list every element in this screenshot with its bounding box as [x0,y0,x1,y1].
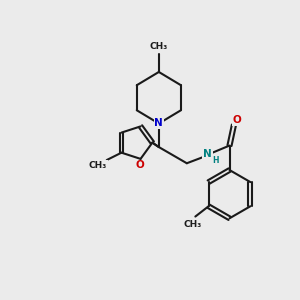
Text: O: O [136,160,144,170]
Text: CH₃: CH₃ [150,42,168,51]
Text: N: N [203,149,212,159]
Text: H: H [212,156,219,165]
Text: O: O [232,115,241,125]
Text: N: N [154,118,163,128]
Text: CH₃: CH₃ [89,161,107,170]
Text: CH₃: CH₃ [183,220,202,229]
